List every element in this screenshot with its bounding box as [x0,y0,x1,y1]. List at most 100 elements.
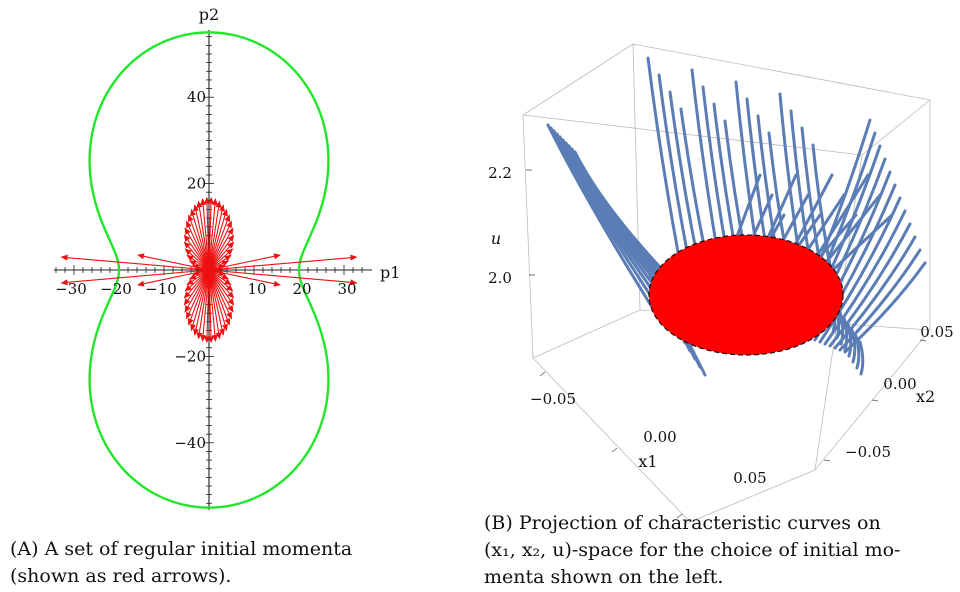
box-edge [689,469,816,523]
arrow-fan-head [183,241,191,249]
arrow-fan-head [200,197,207,206]
arrow-fan [208,215,226,271]
arrow-fan [208,269,230,314]
curve-tail [838,310,845,346]
arrow-fan [202,204,210,271]
box-edge [522,43,634,116]
arrow-fan-head [186,254,194,262]
momentum-boundary-curve [88,31,330,509]
arrow-fan [195,210,210,271]
arrow-fan-head [207,196,214,204]
x1-axis-label: x1 [638,452,657,471]
arrow-fan [198,269,210,333]
arrow-fan [208,246,231,271]
x2-axis-label: x2 [916,387,935,406]
arrow-fan [208,226,230,271]
u-tick-label: 2.2 [488,164,512,182]
p1-tick-label: 10 [247,280,266,298]
arrow-fan-head [227,241,235,249]
arrow-long [208,257,351,271]
arrow-fan-head [219,204,225,212]
arrow-fan-head [190,208,196,217]
arrow-long [67,269,210,283]
arrow-fan-head [227,227,234,235]
x2-tick-label: −0.05 [845,443,891,461]
p2-tick-label: −40 [174,434,206,452]
figure-b-caption: (B) Projection of characteristic curves … [484,510,954,591]
figure-b-plot: −0.05 0.00 0.05 −0.05 0.00 0.05 2.2 2.0 x1 x2 u [488,43,954,523]
arrow-long-head [137,253,145,260]
arrow-fan-head [224,278,232,286]
arrow-fan [192,269,210,325]
p1-tick-label: 30 [337,280,356,298]
arrow-fan [188,269,210,314]
x1-tick-label: −0.05 [530,390,576,408]
arrow-fan-head [226,284,234,292]
box-edge [632,43,931,101]
arrow-fan [208,204,216,271]
arrow-fan-head [226,311,232,320]
arrow-fan-head [186,278,194,286]
box-edge [532,309,641,359]
arrow-fan [208,269,231,294]
p1-tick-label: −10 [145,280,177,298]
arrow-long-head [60,279,68,286]
arrow-long-head [350,279,358,286]
arrow-long [208,269,351,283]
figure-a-caption: (A) A set of regular initial momenta (sh… [10,536,430,590]
curve-right [823,209,907,346]
arrow-fan-head [215,200,222,208]
curve-tail [850,328,857,364]
arrow-fan-head [184,227,191,235]
arrow-fan-head [224,214,231,222]
box-edge [532,357,691,523]
arrow-fan [208,269,220,333]
arrow-fan-head [184,248,192,256]
p2-axis-label: p2 [199,5,219,24]
arrow-fan-head [222,208,228,217]
box-edge [522,114,863,156]
arrow-fan-head [226,220,232,229]
arrow-fan-head [183,291,191,299]
x2-tick [871,399,879,402]
arrow-fan [208,269,228,320]
figure-b-caption-tag: (B) [484,512,513,534]
arrow-long-head [137,280,145,287]
arrow-fan [208,269,226,325]
figure-a-plot: −30 −20 −10 10 20 30 −40 −20 20 40 p1 p2 [54,5,400,510]
box-edge [522,114,534,359]
p2-tick-label: 20 [187,175,206,193]
figure-b-caption-text-2: (x₁, x₂, u)-space for the choice of init… [484,539,901,561]
figure-a-caption-text: A set of regular initial momenta [44,538,353,560]
x2-tick [919,339,927,342]
x1-tick [611,447,618,453]
x1-tick [539,371,546,377]
arrow-fan [187,269,210,294]
arrow-fan-head [221,260,230,267]
arrow-fan-head [193,204,199,212]
arrow-long-head [60,254,68,261]
arrow-long-head [350,254,358,261]
arrow-fan-head [207,336,214,344]
arrow-fan-head [218,264,226,271]
x2-tick [823,459,831,462]
p2-tick-label: 40 [187,88,206,106]
arrow-fan-head [188,260,197,267]
arrow-fan [206,203,210,271]
initial-momenta-arrows [60,196,358,344]
arrow-fan-head [213,267,221,274]
arrow-fan-head [183,298,191,306]
figure-a-caption-text-2: (shown as red arrows). [10,565,232,587]
arrow-fan [208,233,231,271]
curve-tail [854,334,861,370]
arrow-fan-head [227,291,235,299]
arrow-fan [208,269,212,337]
arrow-fan-head [196,200,203,208]
curve-tail [858,340,865,376]
arrow-long-head [273,253,281,260]
arrow-fan [208,220,228,271]
arrow-fan [208,269,223,330]
arrow-fan [198,207,210,271]
arrow-fan-head [188,273,197,280]
